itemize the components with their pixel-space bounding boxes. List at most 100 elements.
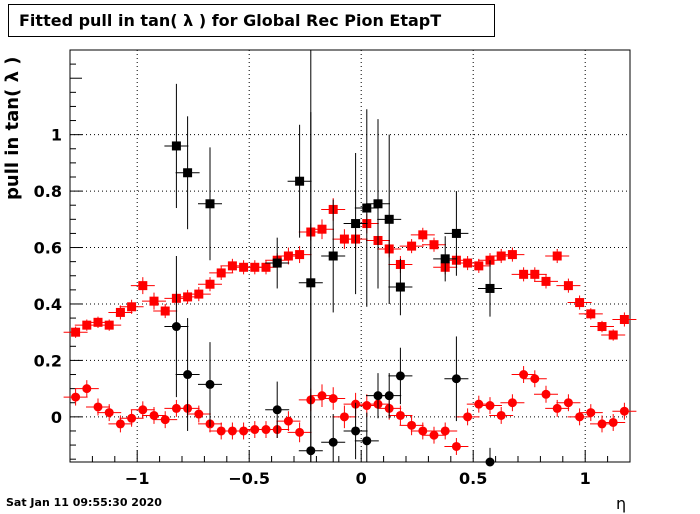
data-point (608, 417, 618, 427)
data-point (295, 176, 305, 186)
data-point (205, 279, 215, 289)
data-point (71, 327, 81, 337)
data-point (451, 374, 461, 384)
data-point (395, 371, 405, 381)
data-point (597, 419, 607, 429)
data-point (82, 384, 92, 394)
data-point (463, 258, 473, 268)
data-point (183, 292, 193, 302)
data-point (351, 219, 361, 229)
data-point (496, 410, 506, 420)
data-point (283, 251, 293, 261)
data-point (160, 306, 170, 316)
data-point (115, 419, 125, 429)
data-point (149, 296, 159, 306)
data-point (552, 251, 562, 261)
data-point (485, 283, 495, 293)
data-point (82, 320, 92, 330)
data-point (586, 408, 596, 418)
data-point (597, 322, 607, 332)
data-point (563, 398, 573, 408)
data-point (239, 426, 249, 436)
data-point (127, 302, 137, 312)
y-tick-label: 1 (51, 126, 62, 145)
plot-frame (69, 49, 631, 463)
data-point (407, 420, 417, 430)
x-tick-label: 0 (356, 469, 367, 488)
data-point (295, 427, 305, 437)
data-point (317, 391, 327, 401)
x-tick-label: 0.5 (459, 469, 487, 488)
data-point (138, 405, 148, 415)
data-point (115, 307, 125, 317)
data-point (362, 401, 372, 411)
data-point (149, 410, 159, 420)
data-point (451, 441, 461, 451)
data-point (171, 322, 181, 332)
x-tick-label: −1 (125, 469, 150, 488)
data-point (485, 457, 495, 467)
data-point (194, 409, 204, 419)
y-tick-label: 0.4 (34, 295, 62, 314)
x-tick-label: −0.5 (228, 469, 270, 488)
data-point (227, 261, 237, 271)
data-point (440, 426, 450, 436)
data-point (530, 269, 540, 279)
data-point (619, 406, 629, 416)
data-point (328, 394, 338, 404)
data-point (541, 389, 551, 399)
data-point (552, 403, 562, 413)
data-point (216, 268, 226, 278)
data-point (272, 405, 282, 415)
data-point (160, 415, 170, 425)
data-point (194, 289, 204, 299)
data-point (328, 251, 338, 261)
data-point (362, 436, 372, 446)
data-point (127, 413, 137, 423)
data-point (519, 370, 529, 380)
y-tick-label: 0.2 (34, 351, 62, 370)
data-point (608, 330, 618, 340)
data-point (619, 314, 629, 324)
data-point (530, 374, 540, 384)
data-point (71, 392, 81, 402)
data-point (183, 168, 193, 178)
data-point (104, 320, 114, 330)
data-point (575, 412, 585, 422)
data-point (339, 412, 349, 422)
data-point (395, 410, 405, 420)
data-point (429, 430, 439, 440)
data-point (205, 379, 215, 389)
data-point (429, 240, 439, 250)
data-point (418, 230, 428, 240)
data-point (395, 282, 405, 292)
data-point (306, 446, 316, 456)
data-point (351, 426, 361, 436)
data-point (474, 261, 484, 271)
data-point (407, 241, 417, 251)
data-point (171, 141, 181, 151)
data-point (485, 401, 495, 411)
data-point (261, 262, 271, 272)
plot-area (70, 50, 630, 462)
data-point (205, 199, 215, 209)
data-point (373, 199, 383, 209)
data-point (138, 281, 148, 291)
data-point (317, 224, 327, 234)
data-point (563, 281, 573, 291)
data-point (440, 254, 450, 264)
y-axis-label: pull in tan( λ ) (2, 56, 23, 201)
data-point (507, 398, 517, 408)
data-point (451, 228, 461, 238)
data-point (183, 370, 193, 380)
data-point (295, 250, 305, 260)
data-point (575, 298, 585, 308)
data-point (283, 416, 293, 426)
data-point (507, 250, 517, 260)
data-point (104, 408, 114, 418)
data-point (328, 437, 338, 447)
data-point (384, 391, 394, 401)
data-point (93, 317, 103, 327)
x-tick-label: 1 (580, 469, 591, 488)
timestamp: Sat Jan 11 09:55:30 2020 (6, 496, 162, 509)
